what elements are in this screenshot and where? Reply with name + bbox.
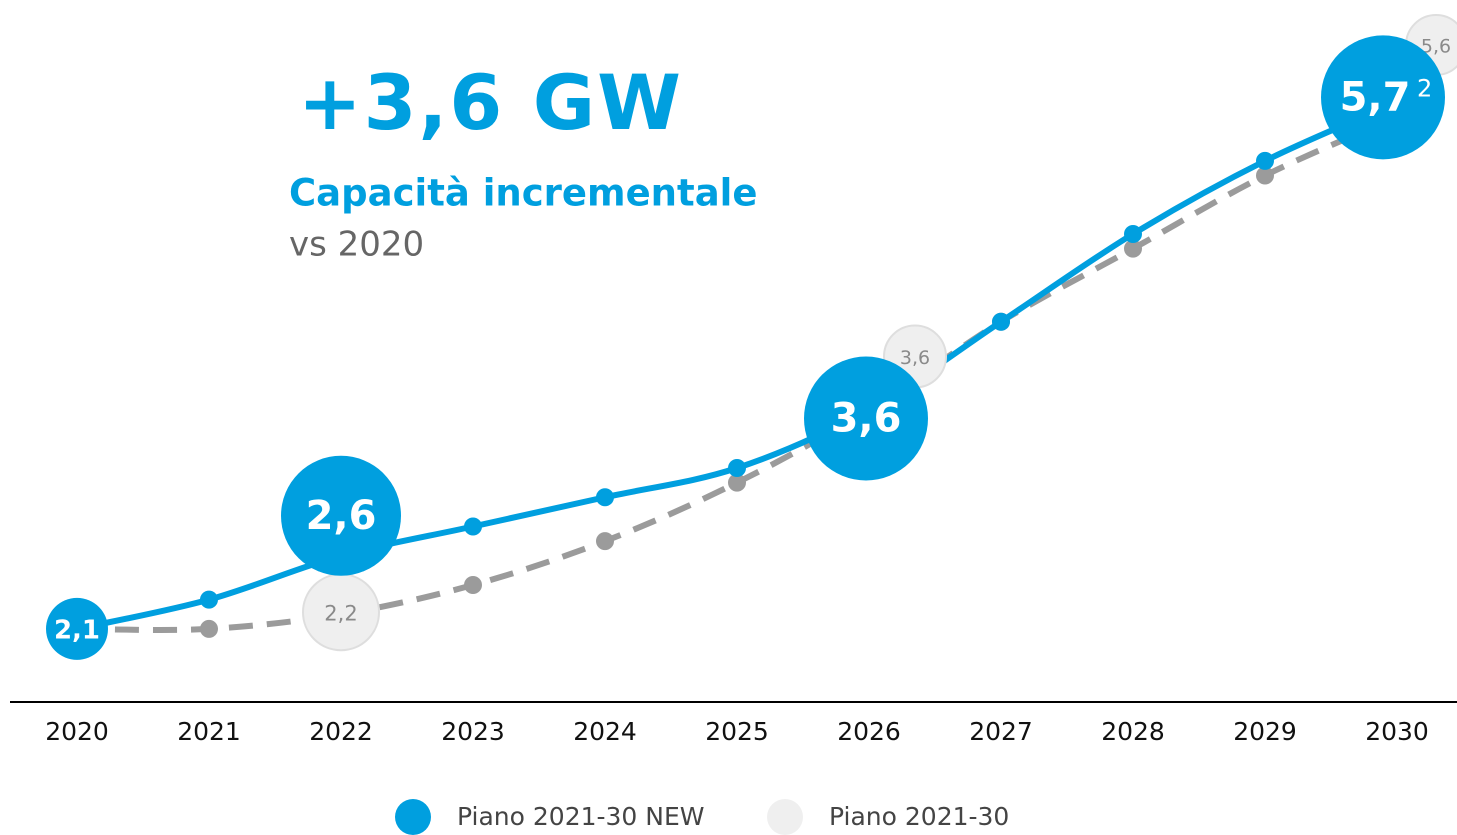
data-label: 3,6 — [831, 396, 902, 442]
x-tick-label: 2022 — [309, 717, 373, 746]
point — [596, 532, 614, 551]
data-label: 5,6 — [1421, 36, 1451, 58]
point — [728, 459, 746, 477]
x-tick-label: 2027 — [969, 717, 1033, 746]
x-tick-label: 2025 — [705, 717, 769, 746]
x-tick-label: 2020 — [45, 717, 109, 746]
point — [200, 619, 218, 638]
point — [1256, 166, 1274, 185]
legend-swatch — [395, 799, 431, 835]
chart-subtitle: Capacità incrementale — [289, 172, 757, 215]
x-tick-label: 2026 — [837, 717, 901, 746]
x-tick-label: 2030 — [1365, 717, 1429, 746]
data-label: 5,7 — [1340, 74, 1411, 120]
x-tick-label: 2028 — [1101, 717, 1165, 746]
x-tick-label: 2029 — [1233, 717, 1297, 746]
label-bubble — [804, 356, 928, 481]
point — [992, 312, 1010, 331]
x-tick-label: 2024 — [573, 717, 637, 746]
x-tick-label: 2021 — [177, 717, 241, 746]
point — [200, 590, 218, 609]
x-tick-label: 2023 — [441, 717, 505, 746]
footnote-marker: 2 — [1417, 74, 1432, 102]
legend-label: Piano 2021-30 NEW — [457, 802, 705, 831]
data-label: 2,2 — [324, 601, 357, 625]
label-bubble — [46, 597, 108, 660]
legend-swatch — [767, 799, 803, 835]
legend-label: Piano 2021-30 — [829, 802, 1009, 831]
chart-note: vs 2020 — [289, 225, 424, 265]
point — [596, 488, 614, 507]
point — [464, 517, 482, 536]
point — [1256, 151, 1274, 170]
point — [1124, 225, 1142, 243]
point — [728, 473, 746, 492]
label-bubble — [1321, 35, 1445, 160]
point — [464, 576, 482, 594]
data-label: 2,1 — [54, 615, 100, 645]
point — [1124, 239, 1142, 258]
chart-title: +3,6 GW — [298, 58, 683, 147]
data-label: 2,6 — [306, 493, 377, 539]
data-label: 3,6 — [900, 347, 930, 369]
label-bubble — [281, 455, 401, 576]
